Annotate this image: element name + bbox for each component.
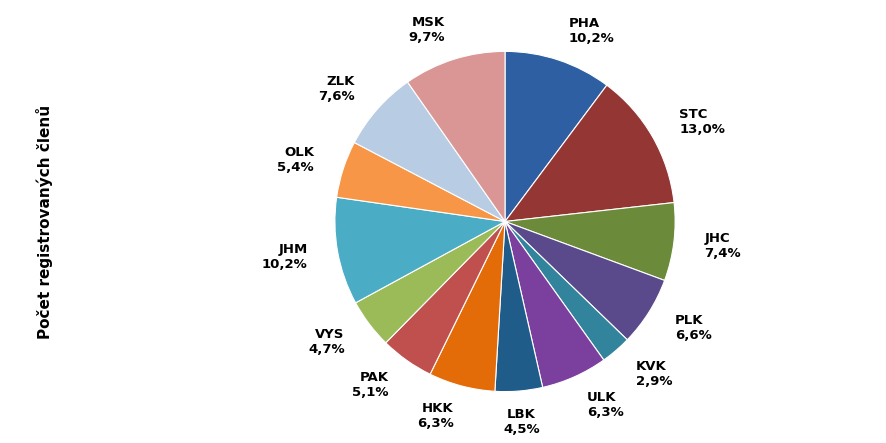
Text: JHM
10,2%: JHM 10,2%: [261, 243, 307, 271]
Text: HKK
6,3%: HKK 6,3%: [417, 402, 454, 430]
Wedge shape: [354, 82, 505, 222]
Text: STC
13,0%: STC 13,0%: [680, 108, 725, 136]
Wedge shape: [335, 197, 505, 303]
Text: VYS
4,7%: VYS 4,7%: [308, 328, 345, 356]
Wedge shape: [385, 222, 505, 374]
Wedge shape: [505, 222, 603, 387]
Text: ULK
6,3%: ULK 6,3%: [587, 391, 624, 419]
Text: JHC
7,4%: JHC 7,4%: [704, 232, 741, 260]
Text: KVK
2,9%: KVK 2,9%: [636, 360, 672, 388]
Text: ZLK
7,6%: ZLK 7,6%: [318, 75, 354, 103]
Wedge shape: [505, 222, 627, 360]
Wedge shape: [495, 222, 543, 392]
Wedge shape: [337, 143, 505, 222]
Wedge shape: [505, 85, 674, 222]
Text: OLK
5,4%: OLK 5,4%: [277, 146, 314, 174]
Wedge shape: [430, 222, 505, 391]
Text: LBK
4,5%: LBK 4,5%: [503, 408, 540, 435]
Wedge shape: [505, 222, 664, 340]
Wedge shape: [505, 51, 607, 222]
Wedge shape: [505, 202, 675, 280]
Text: PLK
6,6%: PLK 6,6%: [675, 315, 711, 342]
Text: PHA
10,2%: PHA 10,2%: [568, 17, 614, 45]
Wedge shape: [355, 222, 505, 343]
Wedge shape: [408, 51, 505, 222]
Text: PAK
5,1%: PAK 5,1%: [353, 371, 389, 399]
Text: MSK
9,7%: MSK 9,7%: [408, 16, 445, 44]
Text: Počet registrovaných členů: Počet registrovaných členů: [35, 105, 53, 338]
